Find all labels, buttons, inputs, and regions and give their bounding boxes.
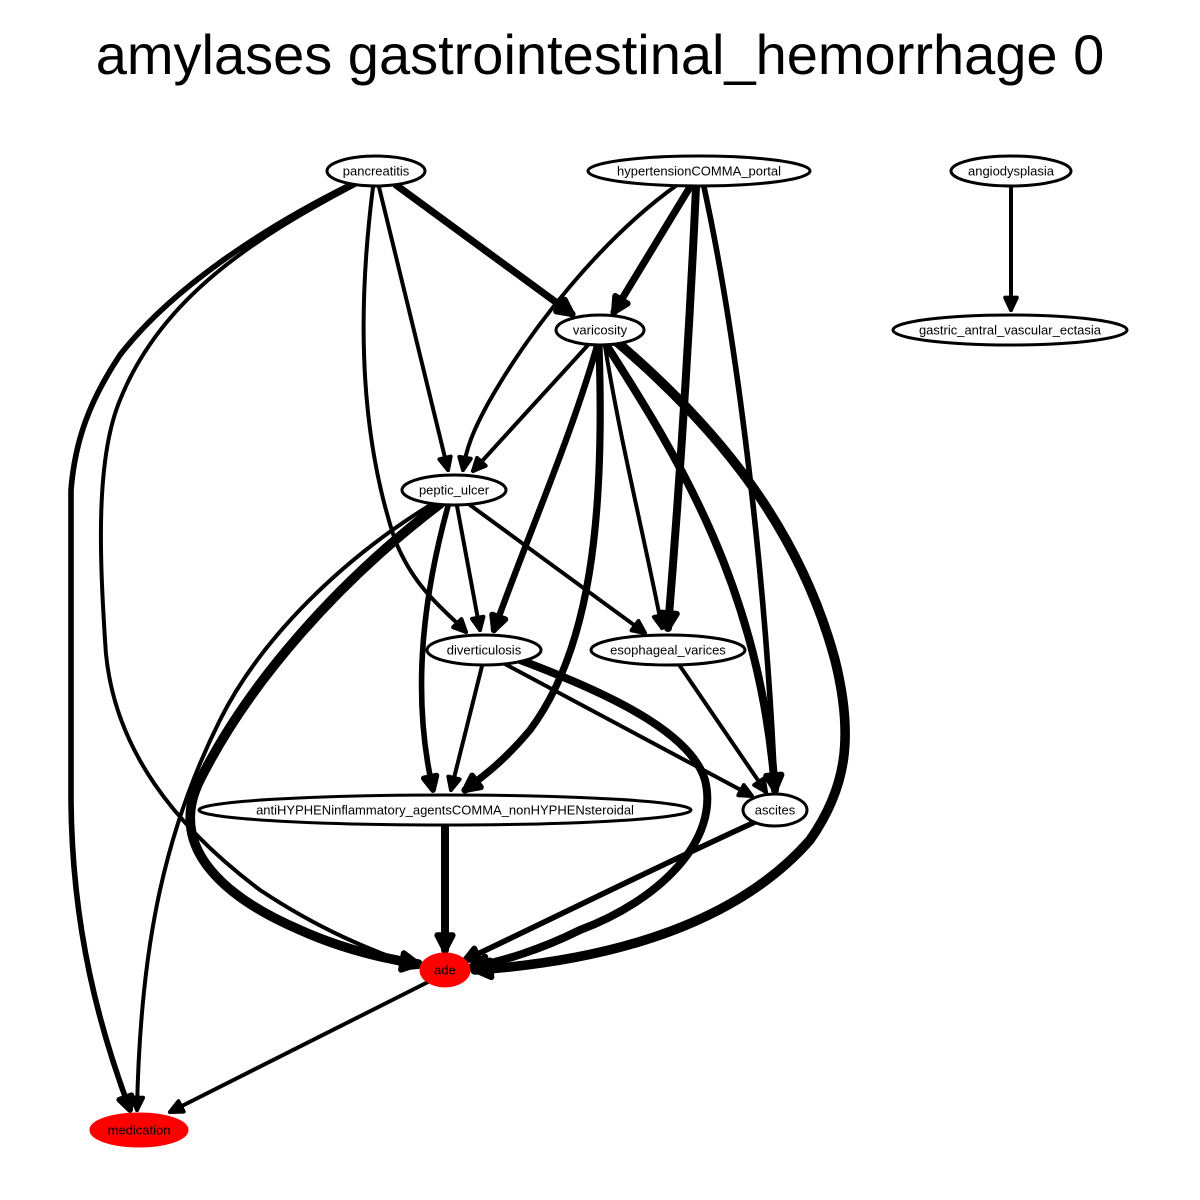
node-ellipse [400,473,508,507]
node-label: pancreatitis [343,164,410,179]
node-ascites: ascites [741,792,809,828]
arrowhead [457,454,473,472]
edge-peptic_ulcer-to-medication [129,502,434,1112]
arrowhead [129,1095,146,1112]
edge-pancreatitis-to-ade [98,183,420,971]
arrowhead [437,454,453,472]
arrowhead [553,296,575,317]
arrowhead [736,783,754,798]
node-nsaids: antiHYPHENinflammatory_agentsCOMMA_nonHY… [197,793,693,827]
node-peptic_ulcer: peptic_ulcer [400,473,508,507]
edge-varicosity-to-ascites [603,342,785,794]
node-label: medication [108,1123,171,1138]
arrowhead [446,774,462,792]
edge-diverticulosis-to-ascites [503,662,754,798]
node-label: diverticulosis [447,643,522,658]
node-gave: gastric_antral_vascular_ectasia [891,313,1129,347]
edge-angiodysplasia-to-gave [1003,185,1019,312]
node-hypertension_portal: hypertensionCOMMA_portal [586,154,812,188]
edge-varicosity-to-nsaids [461,342,604,794]
edge-pancreatitis-to-peptic_ulcer [377,185,453,472]
node-ellipse [554,313,646,347]
node-ellipse [325,154,427,188]
arrowhead [470,614,486,632]
arrowhead [471,455,488,473]
arrowhead [763,771,785,793]
arrowhead [434,932,456,953]
edge-hypertension_portal-to-ascites [701,184,784,793]
node-label: peptic_ulcer [419,483,490,498]
nodes-layer: pancreatitis hypertensionCOMMA_portal angi… [89,154,1129,1148]
edge-pancreatitis-to-varicosity [392,181,576,318]
edge-pancreatitis-to-medication [68,183,351,1113]
arrowhead [398,950,421,973]
arrowhead [462,945,483,963]
node-ade: ade [419,952,471,988]
arrowhead [420,772,440,793]
node-label: hypertensionCOMMA_portal [617,164,781,179]
edge-varicosity-to-peptic_ulcer [471,343,590,473]
node-label: varicosity [573,323,628,338]
edge-diverticulosis-to-nsaids [446,664,484,792]
edge-varicosity-to-diverticulosis [489,342,601,634]
edge-hypertension_portal-to-peptic_ulcer [457,183,679,472]
node-label: esophageal_varices [610,643,726,658]
edge-ade-to-medication [168,980,430,1114]
node-ellipse [197,793,693,827]
edge-esophageal_varices-to-ascites [678,664,768,794]
edge-peptic_ulcer-to-diverticulosis [455,504,486,632]
arrowhead [651,612,668,630]
edge-varicosity-to-esophageal_varices [603,344,668,630]
node-ellipse [589,633,747,667]
arrowhead [752,776,768,794]
node-label: antiHYPHENinflammatory_agentsCOMMA_nonHY… [256,803,634,818]
arrowhead [462,772,484,793]
node-label: angiodysplasia [968,164,1055,179]
graph-title: amylases gastrointestinal_hemorrhage 0 [95,23,1105,86]
edge-pancreatitis-to-diverticulosis [361,185,468,634]
arrowhead [451,617,468,634]
node-ellipse [586,154,812,188]
node-ellipse [949,154,1073,188]
node-ellipse [425,633,543,667]
edges-layer [68,181,1019,1114]
arrowhead [489,611,509,633]
node-label: ascites [755,803,796,818]
edge-peptic_ulcer-to-nsaids [418,503,451,793]
edge-ascites-to-ade [462,819,758,963]
arrowhead [116,1092,135,1113]
node-medication: medication [89,1112,189,1148]
edge-peptic_ulcer-to-ade [185,499,445,973]
arrowhead [168,1099,186,1114]
node-ellipse [891,313,1129,347]
node-varicosity: varicosity [554,313,646,347]
edge-peptic_ulcer-to-esophageal_varices [468,503,647,635]
node-ellipse [419,952,471,988]
arrowhead [1003,295,1019,312]
node-diverticulosis: diverticulosis [425,633,543,667]
arrowhead [611,293,631,315]
node-label: ade [434,963,456,978]
edge-nsaids-to-ade [434,822,456,954]
node-pancreatitis: pancreatitis [325,154,427,188]
arrowhead [629,618,647,635]
node-angiodysplasia: angiodysplasia [949,154,1073,188]
node-label: gastric_antral_vascular_ectasia [919,323,1102,338]
node-ellipse [89,1112,189,1148]
edge-hypertension_portal-to-varicosity [610,183,694,316]
node-ellipse [741,792,809,828]
node-esophageal_varices: esophageal_varices [589,633,747,667]
